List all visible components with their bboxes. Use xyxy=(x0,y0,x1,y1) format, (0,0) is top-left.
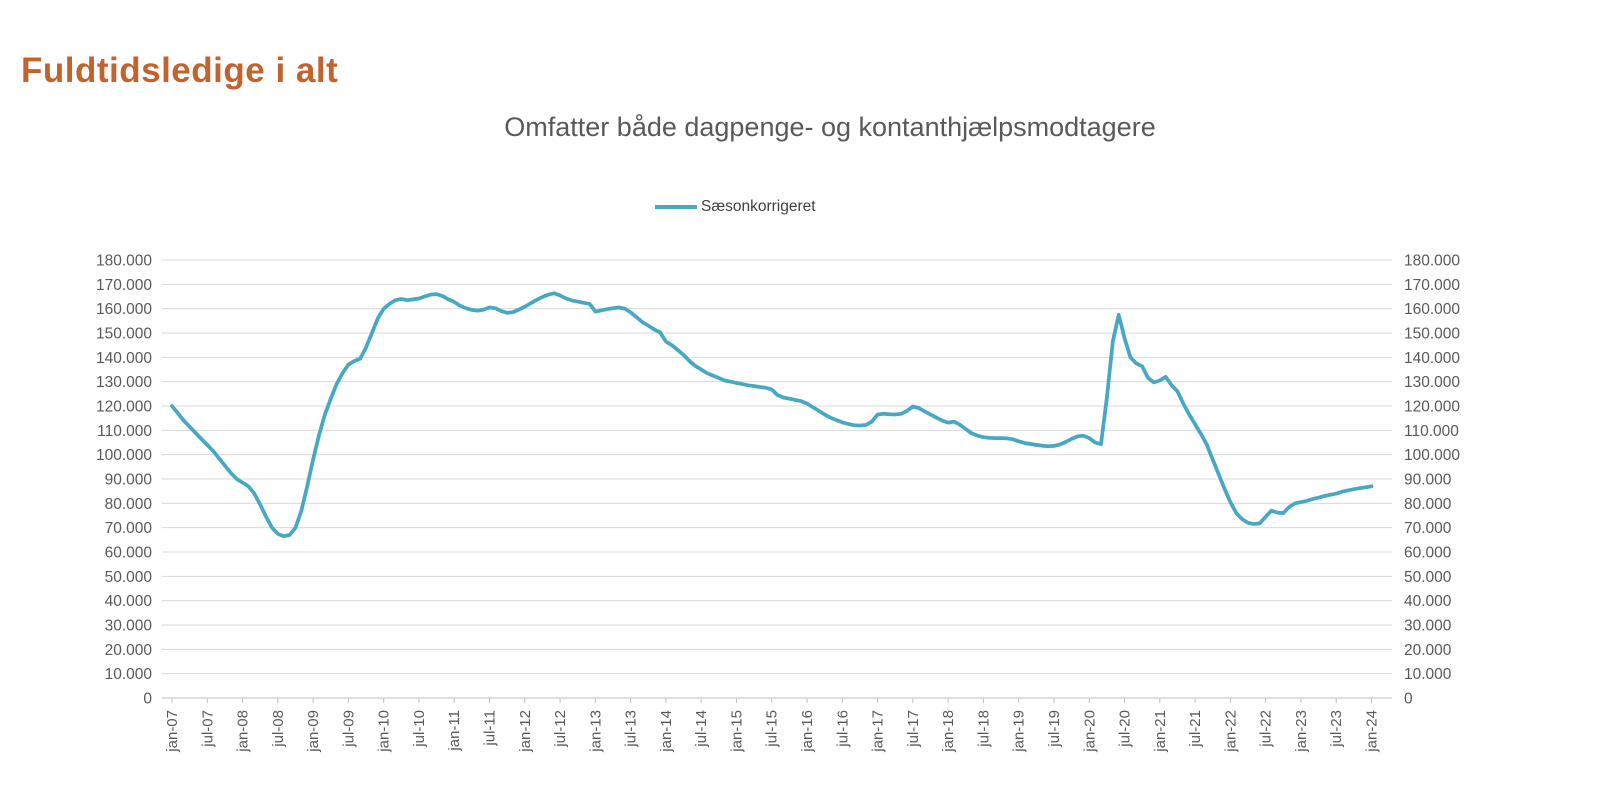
chart-title: Omfatter både dagpenge- og kontanthjælps… xyxy=(504,112,1156,142)
x-axis-label: jan-10 xyxy=(376,710,393,753)
y-axis-label-right: 80.000 xyxy=(1404,496,1452,513)
y-axis-label-right: 150.000 xyxy=(1404,326,1460,343)
x-axis-label: jan-21 xyxy=(1152,710,1169,753)
x-axis-label: jan-18 xyxy=(940,710,957,753)
y-axis-label-left: 0 xyxy=(143,691,152,708)
y-axis-label-left: 150.000 xyxy=(96,326,152,343)
y-axis-label-right: 110.000 xyxy=(1404,423,1459,440)
y-axis-label-left: 30.000 xyxy=(105,618,153,635)
legend-line-swatch xyxy=(655,205,697,209)
y-axis-label-left: 140.000 xyxy=(96,350,152,367)
y-axis-label-right: 0 xyxy=(1404,691,1413,708)
y-axis-label-left: 60.000 xyxy=(105,545,153,562)
y-axis-label-right: 10.000 xyxy=(1404,666,1452,683)
y-axis-label-left: 100.000 xyxy=(96,447,152,464)
y-axis-label-left: 10.000 xyxy=(105,666,153,683)
x-axis-label: jan-22 xyxy=(1222,710,1239,753)
x-axis-label: jan-08 xyxy=(235,710,252,753)
x-axis-label: jan-20 xyxy=(1081,710,1098,753)
y-axis-label-left: 170.000 xyxy=(96,277,152,294)
y-axis-label-right: 20.000 xyxy=(1404,642,1452,659)
x-axis-label: jul-20 xyxy=(1117,710,1134,748)
y-axis-label-left: 70.000 xyxy=(105,520,153,537)
y-axis-label-right: 170.000 xyxy=(1404,277,1460,294)
x-axis-label: jan-24 xyxy=(1363,710,1380,753)
y-axis-label-left: 50.000 xyxy=(105,569,153,586)
y-axis-label-right: 90.000 xyxy=(1404,472,1452,489)
x-axis-label: jul-15 xyxy=(764,710,781,748)
x-axis-label: jul-07 xyxy=(199,710,216,748)
y-axis-label-left: 160.000 xyxy=(96,301,152,318)
y-axis-label-left: 80.000 xyxy=(105,496,153,513)
x-axis-label: jul-13 xyxy=(623,710,640,748)
x-axis-label: jul-18 xyxy=(975,710,992,748)
chart-legend: Sæsonkorrigeret xyxy=(655,198,816,216)
x-axis-label: jul-23 xyxy=(1328,710,1345,748)
y-axis-label-right: 140.000 xyxy=(1404,350,1460,367)
x-axis-label: jan-12 xyxy=(517,710,534,753)
x-axis-label: jul-14 xyxy=(693,710,710,748)
x-axis-label: jan-23 xyxy=(1293,710,1310,753)
page-title: Fuldtidsledige i alt xyxy=(21,51,339,91)
y-axis-label-right: 70.000 xyxy=(1404,520,1452,537)
x-axis-label: jul-22 xyxy=(1258,710,1275,748)
x-axis-label: jan-16 xyxy=(799,710,816,753)
x-axis-label: jul-19 xyxy=(1046,710,1063,748)
x-axis-label: jan-15 xyxy=(728,710,745,753)
x-axis-label: jan-13 xyxy=(587,710,604,753)
y-axis-label-left: 20.000 xyxy=(105,642,153,659)
y-axis-label-right: 50.000 xyxy=(1404,569,1452,586)
y-axis-label-right: 40.000 xyxy=(1404,593,1452,610)
y-axis-label-right: 160.000 xyxy=(1404,301,1460,318)
x-axis-label: jan-11 xyxy=(446,710,463,752)
y-axis-label-left: 180.000 xyxy=(96,253,152,270)
y-axis-label-left: 90.000 xyxy=(105,472,153,489)
y-axis-label-right: 180.000 xyxy=(1404,253,1460,270)
x-axis-label: jul-09 xyxy=(340,710,357,748)
x-axis-label: jul-21 xyxy=(1187,710,1204,748)
x-axis-label: jan-07 xyxy=(164,710,181,753)
y-axis-label-right: 130.000 xyxy=(1404,374,1460,391)
x-axis-label: jan-14 xyxy=(658,710,675,753)
y-axis-label-left: 110.000 xyxy=(97,423,152,440)
x-axis-label: jul-11 xyxy=(482,710,499,747)
x-axis-label: jan-09 xyxy=(305,710,322,753)
legend-label: Sæsonkorrigeret xyxy=(701,198,816,215)
y-axis-label-left: 120.000 xyxy=(96,399,152,416)
y-axis-label-right: 30.000 xyxy=(1404,618,1452,635)
x-axis-label: jul-10 xyxy=(411,710,428,748)
y-axis-label-right: 100.000 xyxy=(1404,447,1460,464)
y-axis-label-right: 120.000 xyxy=(1404,399,1460,416)
y-axis-label-left: 130.000 xyxy=(96,374,152,391)
x-axis-label: jan-19 xyxy=(1011,710,1028,753)
y-axis-label-right: 60.000 xyxy=(1404,545,1452,562)
x-axis-label: jul-16 xyxy=(834,710,851,748)
x-axis-label: jul-17 xyxy=(905,710,922,748)
x-axis-label: jul-12 xyxy=(552,710,569,748)
x-axis-label: jul-08 xyxy=(270,710,287,748)
x-axis-label: jan-17 xyxy=(870,710,887,753)
y-axis-label-left: 40.000 xyxy=(105,593,153,610)
series-saesonkorrigeret xyxy=(170,291,1374,539)
